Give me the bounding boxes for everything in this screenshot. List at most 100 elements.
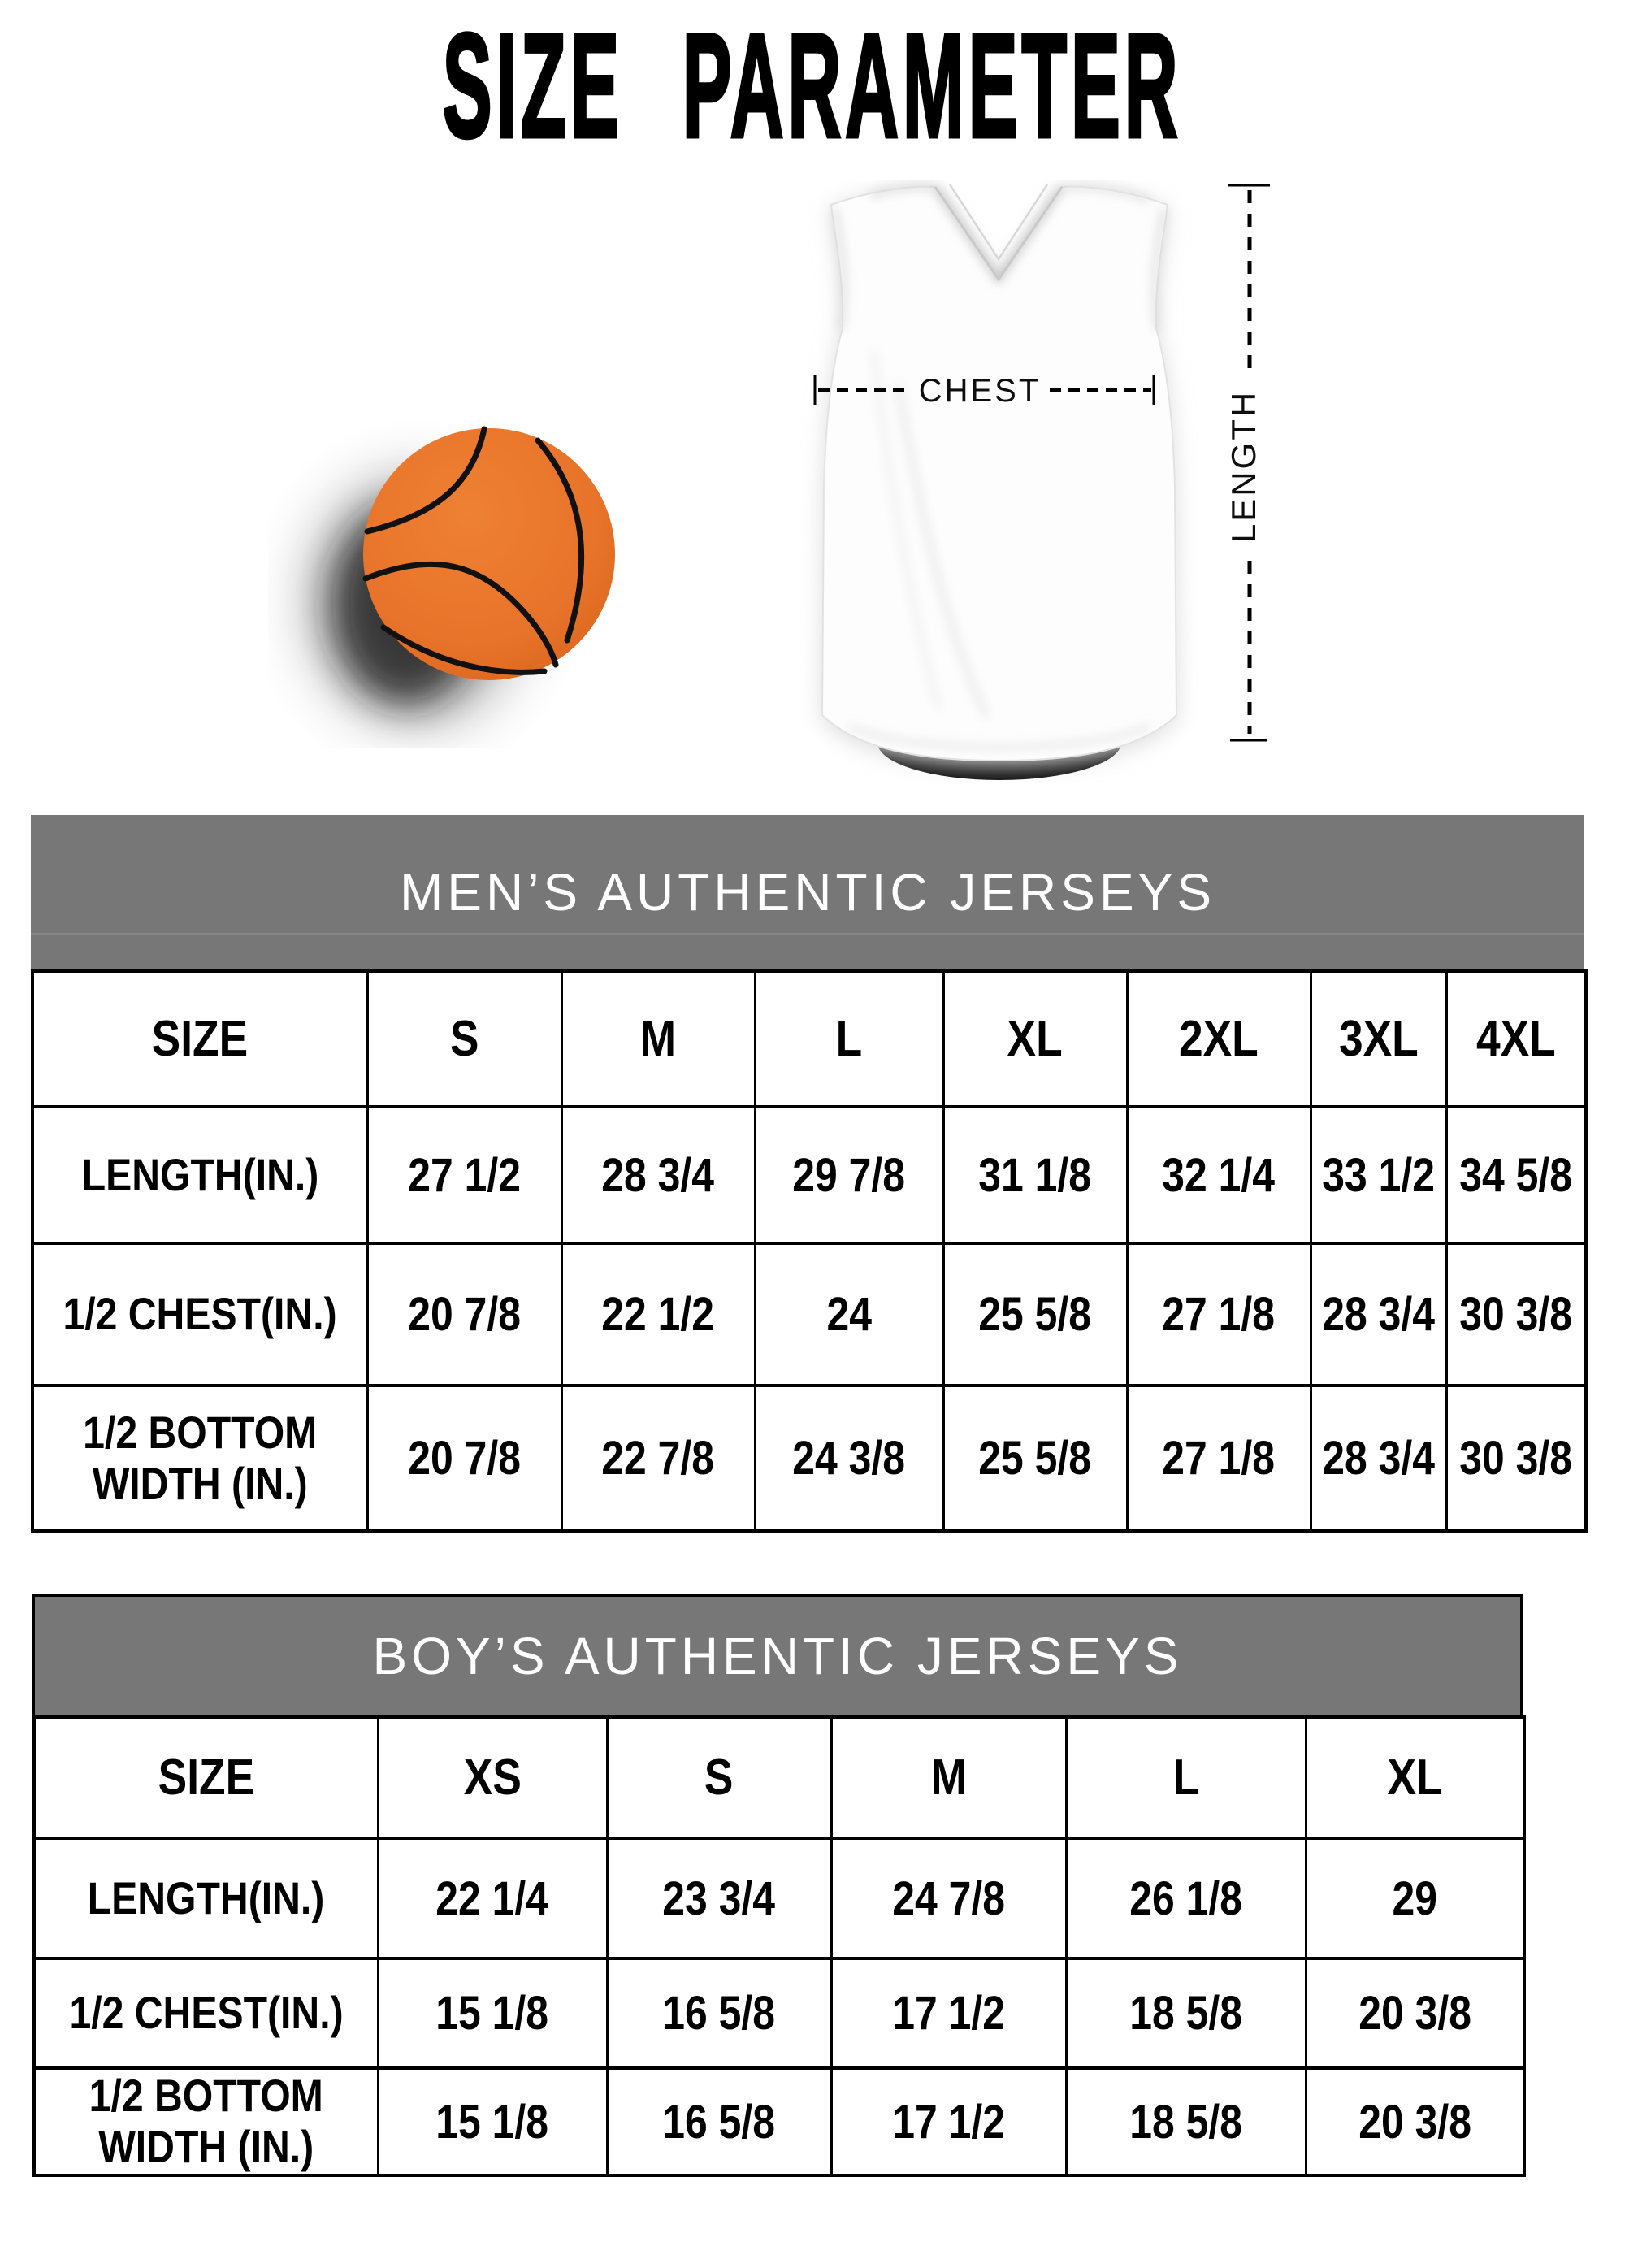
size-value-text: 22 1/4 — [436, 1871, 549, 1925]
size-value-text: 30 3/8 — [1459, 1288, 1573, 1341]
column-header-label: L — [1172, 1750, 1199, 1806]
length-label: LENGTH — [1224, 390, 1263, 543]
column-header: SIZE — [31, 969, 369, 1108]
row-label-text: 1/2 CHEST(IN.) — [63, 1288, 337, 1340]
size-value-text: 29 — [1392, 1871, 1437, 1925]
size-value: 18 5/8 — [1064, 1957, 1307, 2070]
boys-table-title: BOY’S AUTHENTIC JERSEYS — [372, 1627, 1183, 1685]
mens-size-section: MEN’S AUTHENTIC JERSEYS SIZE S M L XL 2X… — [31, 815, 1588, 1533]
chest-dimension-line — [813, 375, 1155, 405]
size-value-text: 29 7/8 — [792, 1148, 906, 1202]
band-highlight-line — [31, 933, 1584, 935]
size-value: 27 1/8 — [1125, 1242, 1312, 1387]
size-value: 17 1/2 — [830, 1957, 1068, 2070]
size-value-text: 18 5/8 — [1129, 1987, 1242, 2040]
size-value-text: 26 1/8 — [1129, 1871, 1242, 1925]
mens-bottom-width-row: 1/2 BOTTOM WIDTH (IN.) 20 7/8 22 7/8 24 … — [31, 1384, 1588, 1533]
column-header-label: XS — [463, 1750, 522, 1806]
row-label-text: LENGTH(IN.) — [87, 1871, 325, 1923]
size-value: 28 3/4 — [1309, 1242, 1448, 1387]
size-value: 27 1/8 — [1125, 1384, 1312, 1533]
column-header-label: M — [930, 1750, 967, 1806]
size-value-text: 30 3/8 — [1459, 1432, 1573, 1485]
row-label: LENGTH(IN.) — [32, 1837, 379, 1960]
size-value-text: 15 1/8 — [436, 2095, 549, 2149]
column-header: XL — [942, 969, 1129, 1108]
size-value: 20 3/8 — [1304, 1957, 1526, 2070]
mens-table-header-band: MEN’S AUTHENTIC JERSEYS — [31, 815, 1584, 969]
size-value: 16 5/8 — [605, 2066, 833, 2177]
mens-chest-row: 1/2 CHEST(IN.) 20 7/8 22 1/2 24 25 5/8 2… — [31, 1242, 1588, 1387]
size-value: 22 1/4 — [376, 1837, 609, 1960]
size-value: 29 7/8 — [753, 1105, 945, 1245]
size-value: 31 1/8 — [942, 1105, 1129, 1245]
boys-size-section: BOY’S AUTHENTIC JERSEYS SIZE XS S M L XL… — [32, 1594, 1526, 2177]
size-value-text: 24 7/8 — [892, 1871, 1005, 1925]
size-value-text: 25 5/8 — [978, 1432, 1092, 1485]
size-value: 28 3/4 — [560, 1105, 756, 1245]
column-header: 4XL — [1445, 969, 1588, 1108]
mens-header-row: SIZE S M L XL 2XL 3XL 4XL — [31, 969, 1588, 1108]
size-value: 20 7/8 — [366, 1384, 563, 1533]
basketball-icon — [309, 426, 615, 723]
mens-table-title: MEN’S AUTHENTIC JERSEYS — [399, 863, 1216, 922]
chest-label: CHEST — [919, 373, 1042, 409]
size-value: 26 1/8 — [1064, 1837, 1307, 1960]
row-label-text: LENGTH(IN.) — [81, 1148, 319, 1200]
boys-size-table: SIZE XS S M L XL LENGTH(IN.) 22 1/4 23 3… — [32, 1715, 1526, 2177]
size-value-text: 17 1/2 — [892, 1987, 1005, 2040]
size-value: 28 3/4 — [1309, 1384, 1448, 1533]
size-value: 25 5/8 — [942, 1384, 1129, 1533]
size-value-text: 23 3/4 — [662, 1871, 776, 1925]
column-header: L — [753, 969, 945, 1108]
size-value: 20 3/8 — [1304, 2066, 1526, 2177]
column-header: M — [830, 1715, 1068, 1840]
size-value-text: 28 3/4 — [1322, 1432, 1435, 1485]
boys-header-row: SIZE XS S M L XL — [32, 1715, 1526, 1840]
size-value-text: 16 5/8 — [662, 2095, 776, 2149]
column-header: L — [1064, 1715, 1307, 1840]
size-value: 30 3/8 — [1445, 1384, 1588, 1533]
boys-bottom-width-row: 1/2 BOTTOM WIDTH (IN.) 15 1/8 16 5/8 17 … — [32, 2066, 1526, 2177]
size-value-text: 16 5/8 — [662, 1987, 776, 2040]
size-value: 34 5/8 — [1445, 1105, 1588, 1245]
column-header-label: SIZE — [151, 1011, 249, 1067]
boys-chest-row: 1/2 CHEST(IN.) 15 1/8 16 5/8 17 1/2 18 5… — [32, 1957, 1526, 2070]
column-header-label: SIZE — [158, 1750, 255, 1806]
size-value-text: 24 3/8 — [792, 1432, 906, 1485]
size-value-text: 20 3/8 — [1358, 1987, 1471, 2040]
row-label: LENGTH(IN.) — [31, 1105, 369, 1245]
size-value-text: 20 7/8 — [408, 1288, 521, 1341]
column-header: S — [605, 1715, 833, 1840]
size-value: 20 7/8 — [366, 1242, 563, 1387]
size-value-text: 24 — [826, 1288, 872, 1341]
size-value: 29 — [1304, 1837, 1526, 1960]
column-header: SIZE — [32, 1715, 379, 1840]
column-header-label: 2XL — [1179, 1011, 1259, 1067]
row-label: 1/2 BOTTOM WIDTH (IN.) — [32, 2066, 379, 2177]
size-value-text: 33 1/2 — [1322, 1148, 1435, 1202]
mens-size-table: SIZE S M L XL 2XL 3XL 4XL LENGTH(IN.) 27… — [31, 969, 1588, 1533]
size-value: 33 1/2 — [1309, 1105, 1448, 1245]
row-label-text: 1/2 BOTTOM WIDTH (IN.) — [89, 2070, 323, 2172]
size-value: 32 1/4 — [1125, 1105, 1312, 1245]
row-label-text: 1/2 CHEST(IN.) — [69, 1987, 344, 2039]
column-header-label: XL — [1387, 1750, 1443, 1806]
column-header-label: M — [639, 1011, 677, 1067]
column-header: XS — [376, 1715, 609, 1840]
size-diagram: CHEST LENGTH — [0, 0, 1625, 813]
size-value: 24 7/8 — [830, 1837, 1068, 1960]
column-header: S — [366, 969, 563, 1108]
row-label: 1/2 CHEST(IN.) — [31, 1242, 369, 1387]
column-header-label: 4XL — [1476, 1011, 1556, 1067]
column-header-label: S — [449, 1011, 479, 1067]
size-value-text: 28 3/4 — [601, 1148, 715, 1202]
length-dimension-line — [1228, 184, 1270, 742]
size-value: 17 1/2 — [830, 2066, 1068, 2177]
size-value: 25 5/8 — [942, 1242, 1129, 1387]
size-value-text: 27 1/8 — [1162, 1432, 1276, 1485]
boys-table-header-band: BOY’S AUTHENTIC JERSEYS — [32, 1594, 1523, 1715]
row-label: 1/2 BOTTOM WIDTH (IN.) — [31, 1384, 369, 1533]
size-value-text: 17 1/2 — [892, 2095, 1005, 2149]
